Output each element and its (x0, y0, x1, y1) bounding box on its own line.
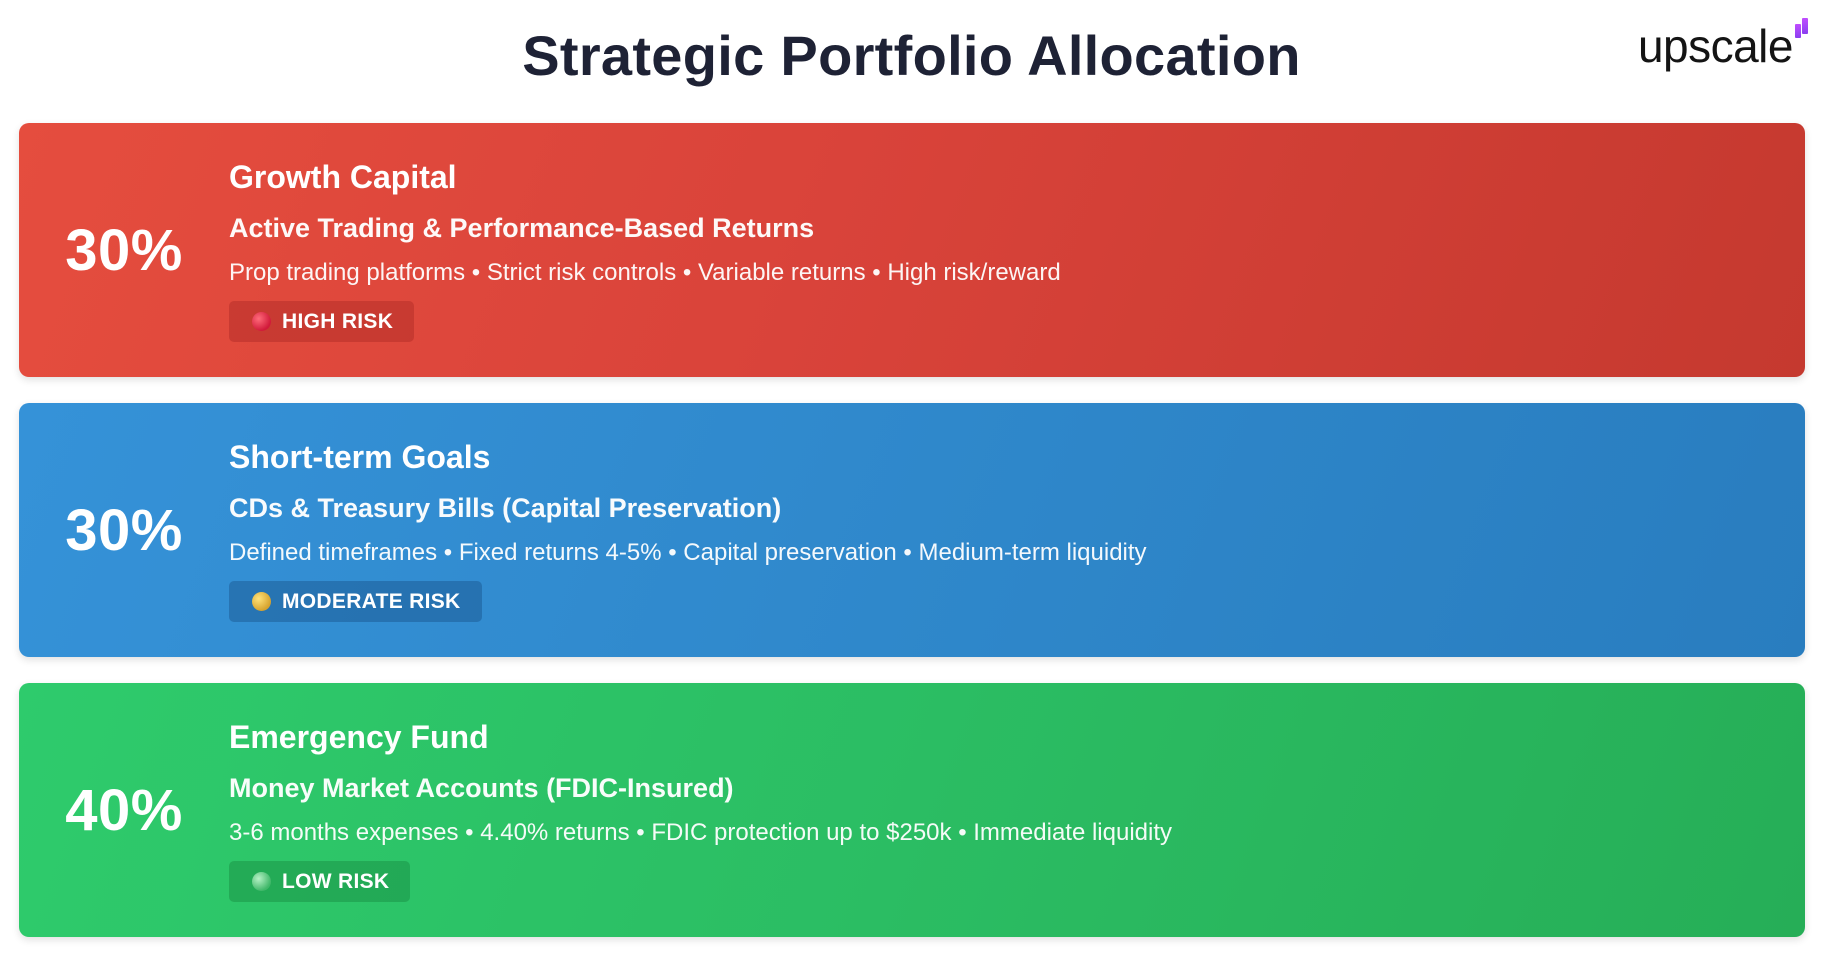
allocation-content: Emergency Fund Money Market Accounts (FD… (229, 717, 1765, 902)
allocation-subheading: Active Trading & Performance-Based Retur… (229, 213, 815, 243)
risk-dot-icon (252, 592, 271, 611)
allocation-description: Prop trading platforms • Strict risk con… (229, 259, 1061, 286)
allocation-subheading: Money Market Accounts (FDIC-Insured) (229, 773, 734, 803)
logo-mark-icon (1795, 18, 1809, 38)
page-title: Strategic Portfolio Allocation (522, 24, 1301, 87)
allocation-heading: Short-term Goals (229, 439, 491, 475)
risk-label: HIGH RISK (282, 309, 394, 333)
allocation-card-short-term-goals: 30% Short-term Goals CDs & Treasury Bill… (19, 403, 1805, 657)
allocation-card-emergency-fund: 40% Emergency Fund Money Market Accounts… (19, 683, 1805, 937)
allocation-percent: 30% (65, 497, 183, 563)
upscale-logo: upscale (1638, 16, 1809, 72)
risk-label: MODERATE RISK (282, 589, 461, 613)
risk-badge: LOW RISK (229, 861, 411, 902)
risk-label: LOW RISK (282, 869, 390, 893)
allocation-subheading: CDs & Treasury Bills (Capital Preservati… (229, 493, 782, 523)
allocation-percent: 40% (65, 777, 183, 843)
risk-dot-icon (252, 312, 271, 331)
allocation-description: Defined timeframes • Fixed returns 4-5% … (229, 539, 1147, 566)
risk-dot-icon (252, 872, 271, 891)
risk-badge: MODERATE RISK (229, 581, 482, 622)
allocation-heading: Emergency Fund (229, 719, 489, 755)
allocation-content: Growth Capital Active Trading & Performa… (229, 157, 1765, 342)
allocation-description: 3-6 months expenses • 4.40% returns • FD… (229, 819, 1173, 846)
logo-text: upscale (1637, 20, 1794, 72)
allocation-content: Short-term Goals CDs & Treasury Bills (C… (229, 437, 1765, 622)
allocation-card-growth-capital: 30% Growth Capital Active Trading & Perf… (19, 123, 1805, 377)
allocation-percent: 30% (65, 217, 183, 283)
risk-badge: HIGH RISK (229, 301, 415, 342)
allocation-heading: Growth Capital (229, 159, 457, 195)
